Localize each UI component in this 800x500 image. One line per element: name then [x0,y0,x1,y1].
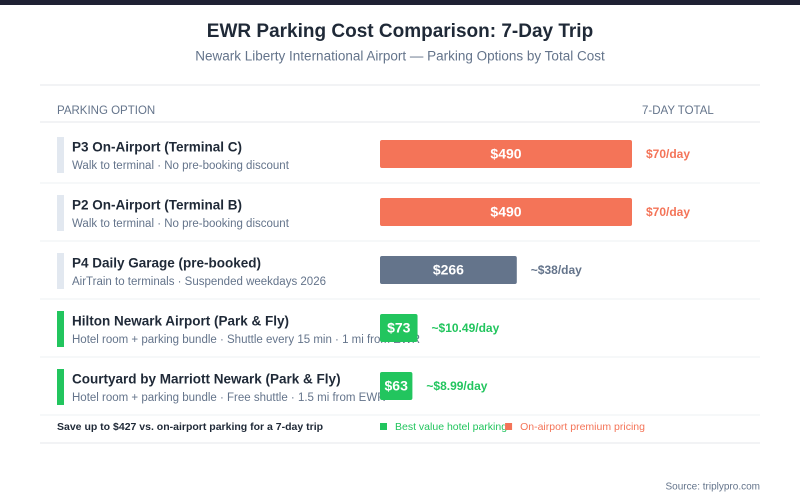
option-name: P2 On-Airport (Terminal B) [72,198,242,213]
rate-label: ~$38/day [531,263,582,277]
value-label: $266 [433,262,464,278]
legend-swatch [380,423,387,430]
row-accent [57,311,64,347]
value-label: $73 [387,320,411,336]
bar [380,256,517,284]
option-description: Walk to terminal · No pre-booking discou… [72,218,290,230]
rate-label: ~$10.49/day [432,321,500,335]
column-header: PARKING OPTION [57,105,155,117]
legend-label: Best value hotel parking [395,421,507,433]
option-description: Hotel room + parking bundle · Shuttle ev… [72,334,420,346]
bar [380,140,632,168]
bar [380,372,413,400]
subtitle: Newark Liberty International Airport — P… [195,49,605,64]
rate-label: ~$8.99/day [426,379,487,393]
note: Save up to $427 vs. on-airport parking f… [57,421,323,433]
title: EWR Parking Cost Comparison: 7-Day Trip [207,21,593,42]
legend-swatch [505,423,513,430]
column-header: 7-DAY TOTAL [642,105,714,117]
value-label: $490 [490,146,521,162]
row-accent [57,369,64,405]
option-description: Hotel room + parking bundle · Free shutt… [72,392,386,404]
option-description: AirTrain to terminals · Suspended weekda… [72,276,326,288]
row-accent [57,253,64,289]
row-accent [57,137,64,173]
option-name: Courtyard by Marriott Newark (Park & Fly… [72,372,341,387]
top-strip [0,0,800,5]
legend-label: On-airport premium pricing [520,421,645,433]
option-name: Hilton Newark Airport (Park & Fly) [72,314,289,329]
bar [380,198,632,226]
value-label: $63 [385,378,409,394]
rate-label: $70/day [646,205,690,219]
rate-label: $70/day [646,147,690,161]
value-label: $490 [490,204,521,220]
bar [380,314,418,342]
source: Source: triplypro.com [666,482,760,493]
option-name: P3 On-Airport (Terminal C) [72,140,242,155]
option-name: P4 Daily Garage (pre-booked) [72,256,261,271]
row-accent [57,195,64,231]
option-description: Walk to terminal · No pre-booking discou… [72,160,290,172]
